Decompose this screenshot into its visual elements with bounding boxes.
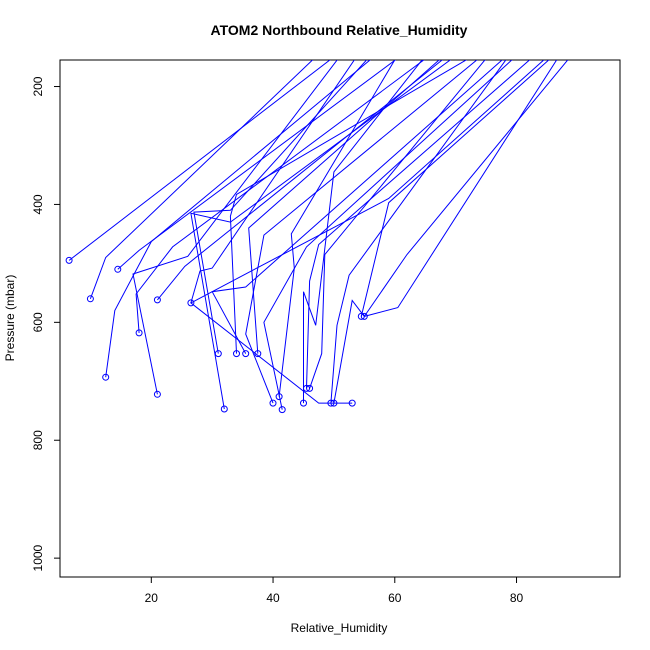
data-point-23 <box>360 312 368 320</box>
data-point-8 <box>220 405 228 413</box>
x-tick-label: 40 <box>266 591 280 605</box>
y-axis-label: Pressure (mbar) <box>3 275 17 362</box>
data-point-10 <box>233 350 240 358</box>
data-point-16 <box>300 399 307 407</box>
series-line-1 <box>89 60 314 299</box>
series-line-16 <box>303 60 423 404</box>
series-layer <box>65 60 569 414</box>
series-line-12 <box>248 60 440 354</box>
data-point-3 <box>114 265 122 273</box>
series-line-6 <box>157 60 443 301</box>
data-point-21 <box>348 399 356 407</box>
series-line-7 <box>190 60 355 304</box>
data-point-6 <box>153 296 161 304</box>
data-point-2 <box>102 373 110 381</box>
series-line-18 <box>309 60 486 389</box>
data-point-5 <box>153 390 161 398</box>
series-line-3 <box>117 60 397 270</box>
data-point-11 <box>242 350 250 358</box>
y-tick-label: 400 <box>31 194 45 214</box>
data-point-1 <box>86 295 94 303</box>
series-line-20 <box>333 60 558 404</box>
x-tick-label: 80 <box>510 591 524 605</box>
series-line-9 <box>193 60 368 354</box>
data-point-13 <box>269 399 277 407</box>
data-point-17 <box>303 384 310 392</box>
x-tick-label: 20 <box>145 591 159 605</box>
chart-title: ATOM2 Northbound Relative_Humidity <box>211 22 468 38</box>
x-axis-label: Relative_Humidity <box>291 621 388 635</box>
series-line-4 <box>135 60 425 333</box>
plot-frame <box>59 59 621 578</box>
series-line-14 <box>278 60 396 397</box>
series-line-17 <box>306 60 531 389</box>
data-point-4 <box>135 329 143 337</box>
series-line-21 <box>189 60 545 404</box>
series-line-22 <box>360 60 550 317</box>
y-tick-label: 1000 <box>31 544 45 571</box>
series-line-19 <box>330 60 507 404</box>
series-line-2 <box>105 60 371 378</box>
y-tick-label: 200 <box>31 76 45 96</box>
series-line-10 <box>229 60 468 354</box>
series-line-5 <box>132 60 338 395</box>
y-axis: 200 400 600 800 1000 <box>31 76 60 571</box>
data-point-0 <box>65 256 73 264</box>
y-tick-label: 600 <box>31 312 45 332</box>
series-line-11 <box>211 60 503 354</box>
x-axis: 20 40 60 80 <box>145 577 524 605</box>
series-line-15 <box>263 60 513 410</box>
series-line-23 <box>363 60 569 317</box>
data-point-18 <box>306 384 314 392</box>
data-point-9 <box>214 350 222 358</box>
series-line-0 <box>68 60 331 261</box>
data-point-15 <box>278 406 286 414</box>
series-line-8 <box>190 60 452 410</box>
series-line-13 <box>245 60 478 404</box>
x-tick-label: 60 <box>388 591 402 605</box>
data-point-7 <box>187 299 195 307</box>
y-tick-label: 800 <box>31 430 45 450</box>
